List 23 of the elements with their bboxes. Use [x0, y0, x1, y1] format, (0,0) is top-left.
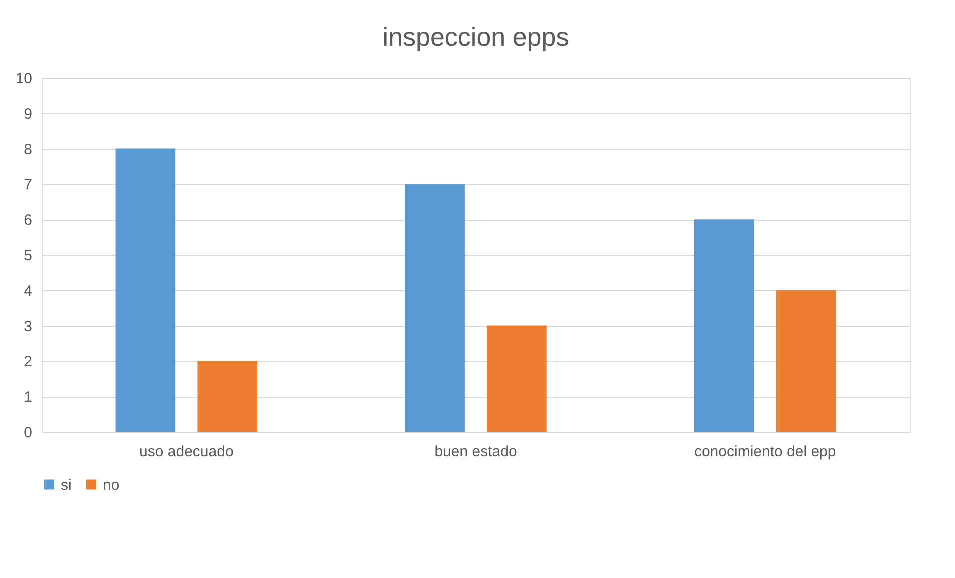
y-tick-label: 6 [24, 212, 32, 230]
bar [405, 184, 465, 432]
legend-label: no [103, 476, 120, 494]
bar [198, 361, 258, 432]
y-tick-label: 10 [16, 70, 32, 88]
bar [116, 148, 176, 432]
x-tick-label: conocimiento del epp [694, 444, 836, 460]
y-tick-label: 0 [24, 424, 32, 442]
y-tick-label: 5 [24, 248, 32, 264]
x-tick-label: uso adecuado [140, 444, 234, 460]
y-tick-label: 8 [24, 141, 32, 158]
bar [776, 290, 836, 432]
y-tick-label: 9 [24, 106, 32, 123]
bar [694, 220, 754, 432]
y-tick-label: 1 [24, 389, 32, 406]
legend-label: si [61, 476, 72, 494]
chart-title: inspeccion epps [382, 22, 570, 52]
y-tick-label: 7 [24, 176, 32, 194]
y-tick-label: 3 [24, 318, 32, 336]
x-tick-label: buen estado [434, 444, 518, 460]
y-tick-label: 4 [24, 282, 32, 300]
bar [487, 326, 547, 432]
y-tick-label: 2 [24, 354, 32, 371]
